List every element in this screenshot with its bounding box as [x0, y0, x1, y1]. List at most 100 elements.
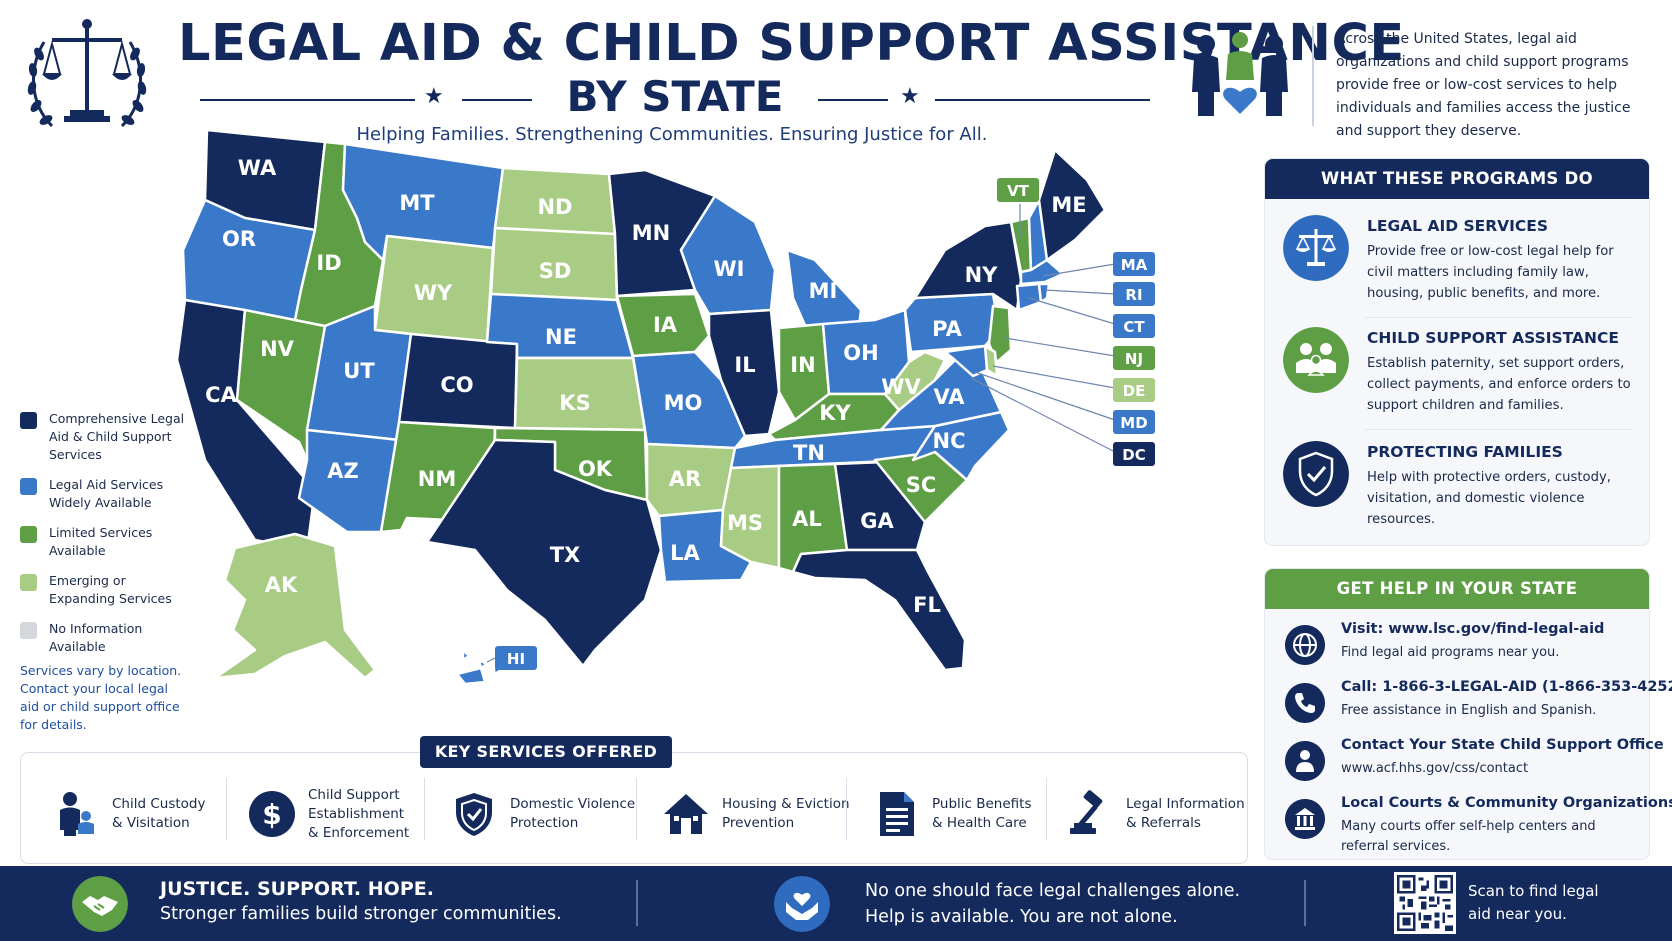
service-child-custody[interactable]: Child Custody & Visitation [52, 778, 205, 850]
state-label: IN [790, 353, 815, 377]
state-label: NE [545, 325, 577, 349]
legend-swatch [20, 412, 37, 429]
callout-tag-HI[interactable] [495, 646, 537, 670]
state-WV[interactable] [883, 350, 947, 412]
help-item-website[interactable]: Visit: www.lsc.gov/find-legal-aid Find l… [1285, 621, 1645, 671]
service-housing[interactable]: Housing & Eviction Prevention [662, 778, 850, 850]
program-title: PROTECTING FAMILIES [1367, 443, 1563, 461]
service-legal-information[interactable]: Legal Information & Referrals [1066, 778, 1245, 850]
title-rule-right [935, 99, 1150, 101]
service-divider [846, 778, 847, 840]
program-description: Provide free or low-cost legal help for … [1367, 244, 1614, 301]
state-CT[interactable] [1015, 282, 1043, 312]
service-domestic-violence[interactable]: Domestic Violence Protection [450, 778, 635, 850]
help-title[interactable]: Visit: www.lsc.gov/find-legal-aid [1341, 621, 1605, 637]
state-label: OR [222, 227, 256, 251]
state-label: TN [793, 441, 825, 465]
footer-subline: Stronger families build stronger communi… [160, 904, 562, 924]
legend-item-comprehensive: Comprehensive Legal Aid & Child Support … [20, 410, 190, 464]
state-IL[interactable] [707, 308, 781, 438]
callout-tag-RI[interactable] [1113, 282, 1155, 306]
help-title[interactable]: Call: 1-866-3-LEGAL-AID (1-866-353-4252) [1341, 679, 1672, 695]
key-services-box [20, 752, 1248, 864]
callout-tag-MA[interactable] [1113, 252, 1155, 276]
state-label: NM [418, 467, 456, 491]
state-label: CA [205, 383, 237, 407]
state-FL[interactable] [791, 548, 967, 672]
state-label: WY [414, 281, 453, 305]
callout-label: RI [1125, 286, 1142, 304]
legend-label: Limited Services Available [49, 525, 153, 558]
program-description: Help with protective orders, custody, vi… [1367, 470, 1611, 527]
state-VA[interactable] [879, 358, 1003, 432]
help-title[interactable]: Local Courts & Community Organizations [1341, 795, 1672, 811]
legend-swatch [20, 478, 37, 495]
svg-text:$: $ [262, 798, 281, 831]
callout-label: DC [1122, 446, 1145, 464]
state-RI[interactable] [1037, 282, 1051, 304]
state-MD[interactable] [943, 344, 989, 378]
service-divider [424, 778, 425, 840]
callout-tag-NJ[interactable] [1113, 346, 1155, 370]
state-label: AZ [327, 459, 358, 483]
help-item-phone[interactable]: Call: 1-866-3-LEGAL-AID (1-866-353-4252)… [1285, 679, 1672, 729]
state-MO[interactable] [631, 350, 747, 450]
footer-message-line2: Help is available. You are not alone. [865, 907, 1178, 927]
state-label: ND [537, 195, 572, 219]
state-label: UT [343, 359, 375, 383]
help-item-local-courts[interactable]: Local Courts & Community Organizations M… [1285, 795, 1672, 855]
state-label: VA [933, 385, 965, 409]
person-icon [1285, 741, 1325, 781]
callout-label: VT [1007, 182, 1030, 200]
callout-tag-VT[interactable] [997, 178, 1039, 202]
state-WI[interactable] [679, 194, 777, 316]
state-label: MI [809, 279, 838, 303]
service-label: Child Custody & Visitation [112, 796, 206, 831]
state-label: CO [440, 373, 473, 397]
program-protecting-families: PROTECTING FAMILIES Help with protective… [1283, 441, 1633, 541]
help-title[interactable]: Contact Your State Child Support Office [1341, 737, 1664, 753]
state-label: SC [906, 473, 937, 497]
dollar-icon: $ [249, 791, 295, 837]
state-label: NC [933, 429, 966, 453]
star-icon: ★ [900, 84, 920, 109]
tagline: Helping Families. Strengthening Communit… [356, 124, 988, 145]
hands-heart-icon [774, 876, 830, 932]
help-description[interactable]: www.acf.hhs.gov/css/contact [1341, 761, 1529, 776]
callout-tag-DC[interactable] [1113, 442, 1155, 466]
callout-tag-CT[interactable] [1113, 314, 1155, 338]
state-label: ID [316, 251, 341, 275]
state-NJ[interactable] [987, 304, 1013, 364]
family-heart-icon [1192, 32, 1288, 116]
program-title: LEGAL AID SERVICES [1367, 217, 1549, 235]
state-label: KS [559, 391, 590, 415]
callout-tag-DE[interactable] [1113, 378, 1155, 402]
legend-label: Emerging or Expanding Services [49, 573, 172, 606]
callout-tag-MD[interactable] [1113, 410, 1155, 434]
gavel-icon [1070, 790, 1103, 834]
state-label: NY [965, 263, 999, 287]
page-title-line2: BY STATE [566, 72, 784, 121]
footer-headline: JUSTICE. SUPPORT. HOPE. [160, 878, 434, 900]
legend-swatch [20, 622, 37, 639]
callout-label: NJ [1125, 350, 1143, 368]
service-child-support[interactable]: $ Child Support Establishment & Enforcem… [248, 778, 409, 850]
service-public-benefits[interactable]: Public Benefits & Health Care [872, 778, 1032, 850]
program-legal-aid: LEGAL AID SERVICES Provide free or low-c… [1283, 215, 1633, 315]
state-MA[interactable] [1019, 258, 1065, 286]
title-rule-inner-right [818, 99, 888, 101]
family-icon [1283, 327, 1349, 393]
state-AK[interactable] [213, 532, 377, 680]
state-HI[interactable] [455, 648, 503, 686]
legend-label: Legal Aid Services Widely Available [49, 477, 164, 510]
state-TX[interactable] [425, 438, 663, 668]
service-divider [226, 778, 227, 840]
callout-label: HI [507, 650, 525, 668]
state-IA[interactable] [615, 292, 711, 358]
help-item-child-support-office[interactable]: Contact Your State Child Support Office … [1285, 737, 1664, 787]
page-title: LEGAL AID & CHILD SUPPORT ASSISTANCE [178, 14, 1405, 73]
qr-code-icon[interactable] [1394, 872, 1456, 934]
service-divider [636, 778, 637, 840]
legend-note: Services vary by location. Contact your … [20, 663, 182, 732]
state-label: OH [843, 341, 878, 365]
